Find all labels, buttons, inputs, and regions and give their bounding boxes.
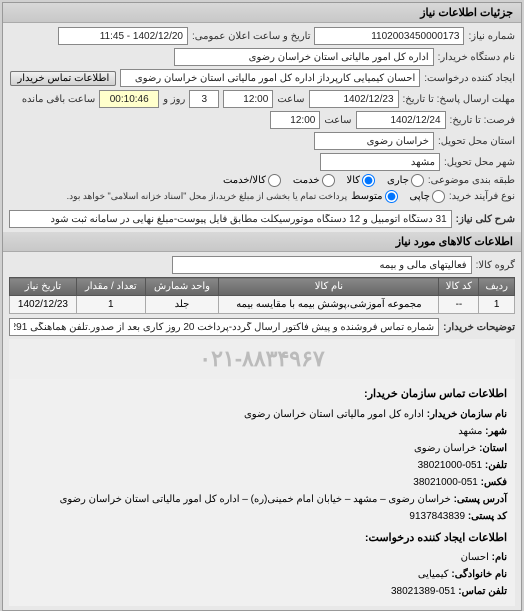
table-header-row: ردیف کد کالا نام کالا واحد شمارش تعداد /… <box>10 278 515 296</box>
cell-date: 1402/12/23 <box>10 296 77 314</box>
contact-buyer-button[interactable]: اطلاعات تماس خریدار <box>10 71 116 86</box>
watermark: ۰۲۱-۸۸۳۴۹۶۷ <box>9 339 515 379</box>
cell-name: مجموعه آموزشی،پوشش بیمه با مقایسه بیمه <box>219 296 439 314</box>
budget-opt-2-label: کالا <box>347 175 361 186</box>
cell-row: 1 <box>479 296 515 314</box>
time-label-2: ساعت <box>324 115 351 126</box>
deadline-send-time[interactable] <box>223 90 273 108</box>
desc-field[interactable] <box>9 210 452 228</box>
deadline-reply-label: فرصت: تا تاریخ: <box>450 115 515 126</box>
city-label: شهر: <box>485 426 507 437</box>
table-row[interactable]: 1 -- مجموعه آموزشی،پوشش بیمه با مقایسه ب… <box>10 296 515 314</box>
family-label: نام خانوادگی: <box>451 569 507 580</box>
delivery-city[interactable] <box>320 153 440 171</box>
budget-opt-1-label: جاری <box>387 175 409 186</box>
fax-label: فکس: <box>481 477 507 488</box>
remaining-days <box>189 90 219 108</box>
address-label: آدرس پستی: <box>454 494 507 505</box>
buyer-note-label: توضیحات خریدار: <box>443 322 515 333</box>
purchase-radios: چاپی متوسط <box>351 190 445 203</box>
tel-label: تلفن تماس: <box>458 586 507 597</box>
contact-title: اطلاعات تماس سازمان خریدار: <box>17 385 507 404</box>
contact-block: اطلاعات تماس سازمان خریدار: نام سازمان خ… <box>9 379 515 606</box>
budget-opt-2[interactable]: کالا <box>347 174 376 187</box>
deadline-send-date[interactable] <box>309 90 399 108</box>
deadline-send-label: مهلت ارسال پاسخ: تا تاریخ: <box>403 94 515 105</box>
number-label: شماره نیاز: <box>468 31 515 42</box>
request-info: شماره نیاز: تاریخ و ساعت اعلان عمومی: نا… <box>3 23 521 610</box>
budget-opt-3[interactable]: خدمت <box>293 174 335 187</box>
org-value: اداره کل امور مالیاتی استان خراسان رضوی <box>244 409 424 420</box>
tel-value: 051-38021389 <box>391 586 456 597</box>
col-name: نام کالا <box>219 278 439 296</box>
announce-label: تاریخ و ساعت اعلان عمومی: <box>192 31 311 42</box>
panel-title: جزئیات اطلاعات نیاز <box>3 3 521 23</box>
goods-section-title: اطلاعات کالاهای مورد نیاز <box>3 232 521 252</box>
family-value: کیمیایی <box>418 569 449 580</box>
creator-title: اطلاعات ایجاد کننده درخواست: <box>17 529 507 548</box>
col-unit: واحد شمارش <box>145 278 219 296</box>
province-label: استان: <box>479 443 507 454</box>
desc-label: شرح کلی نیاز: <box>456 214 515 225</box>
purchase-opt-1[interactable]: چاپی <box>410 190 445 203</box>
buyer-device-label: نام دستگاه خریدار: <box>438 52 515 63</box>
cell-code: -- <box>439 296 479 314</box>
purchase-opt-2-label: متوسط <box>351 191 382 202</box>
cell-unit: جلد <box>145 296 219 314</box>
requester-field[interactable] <box>120 69 420 87</box>
phone-value: 051-38021000 <box>418 460 483 471</box>
budget-opt-1[interactable]: جاری <box>387 174 424 187</box>
budget-opt-4-label: کالا/خدمت <box>223 175 266 186</box>
purchase-opt-2[interactable]: متوسط <box>351 190 397 203</box>
col-code: کد کالا <box>439 278 479 296</box>
budget-label: طبقه بندی موضوعی: <box>428 175 515 186</box>
col-qty: تعداد / مقدار <box>76 278 145 296</box>
goods-group-field[interactable] <box>172 256 472 274</box>
purchase-opt-1-label: چاپی <box>410 191 430 202</box>
delivery-province[interactable] <box>314 132 434 150</box>
budget-opt-3-label: خدمت <box>293 175 320 186</box>
city-value: مشهد <box>458 426 482 437</box>
purchase-note: پرداخت تمام یا بخشی از مبلغ خرید،از محل … <box>67 191 347 202</box>
name-value: احسان <box>461 552 489 563</box>
budget-opt-4[interactable]: کالا/خدمت <box>223 174 281 187</box>
main-panel: جزئیات اطلاعات نیاز شماره نیاز: تاریخ و … <box>2 2 522 611</box>
requester-label: ایجاد کننده درخواست: <box>424 73 515 84</box>
goods-group-label: گروه کالا: <box>476 260 515 271</box>
phone-label: تلفن: <box>485 460 507 471</box>
delivery-province-label: استان محل تحویل: <box>438 136 515 147</box>
deadline-reply-date[interactable] <box>356 111 446 129</box>
budget-radios: جاری کالا خدمت کالا/خدمت <box>223 174 424 187</box>
org-label: نام سازمان خریدار: <box>427 409 507 420</box>
name-label: نام: <box>492 552 507 563</box>
address-value: خراسان رضوی – مشهد – خیابان امام خمینی(ر… <box>60 494 451 505</box>
col-row: ردیف <box>479 278 515 296</box>
purchase-type-label: نوع فرآیند خرید: <box>449 191 515 202</box>
announce-field[interactable] <box>58 27 188 45</box>
col-date: تاریخ نیاز <box>10 278 77 296</box>
buyer-device-field[interactable] <box>174 48 434 66</box>
remaining-days-label: روز و <box>163 94 185 105</box>
time-label-1: ساعت <box>277 94 304 105</box>
delivery-city-label: شهر محل تحویل: <box>444 157 515 168</box>
remaining-time <box>99 90 159 108</box>
number-field[interactable] <box>314 27 464 45</box>
postal-label: کد پستی: <box>468 511 507 522</box>
fax-value: 051-38021000 <box>413 477 478 488</box>
buyer-note-field[interactable] <box>9 318 439 336</box>
province-value: خراسان رضوی <box>414 443 476 454</box>
goods-table: ردیف کد کالا نام کالا واحد شمارش تعداد /… <box>9 277 515 314</box>
deadline-reply-time[interactable] <box>270 111 320 129</box>
cell-qty: 1 <box>76 296 145 314</box>
postal-value: 9137843839 <box>409 511 465 522</box>
remaining-label: ساعت باقی مانده <box>22 94 95 105</box>
